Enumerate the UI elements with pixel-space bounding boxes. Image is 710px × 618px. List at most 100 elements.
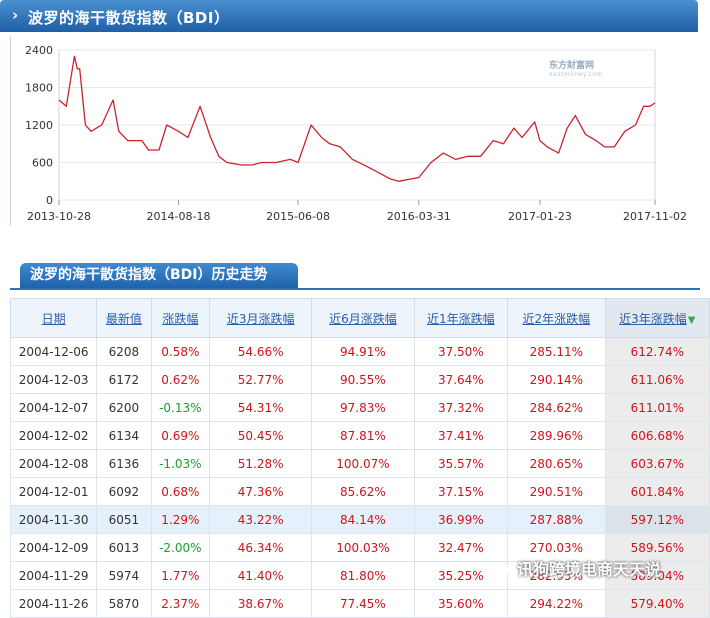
table-cell-value: 5870 (96, 589, 152, 618)
table-cell-m6: 90.55% (311, 365, 415, 394)
table-cell-y3: 611.01% (604, 393, 710, 422)
table-cell-m3: 50.45% (209, 421, 313, 450)
col-header-3m[interactable]: 近3月涨跌幅 (209, 298, 313, 338)
col-header-change[interactable]: 涨跌幅 (150, 298, 211, 338)
watermark-brand: 东方财富网 (549, 61, 595, 71)
table-cell-y2: 289.96% (507, 421, 606, 450)
table-cell-y2: 280.65% (507, 449, 606, 478)
table-cell-m3: 54.31% (209, 393, 313, 422)
table-cell-value: 6134 (96, 421, 152, 450)
table-row: 2004-12-01 6092 0.68% 47.36% 85.62% 37.15% 290… (9, 477, 710, 506)
table-cell-y1: 32.47% (413, 533, 509, 562)
history-section-bar: 波罗的海干散货指数（BDI）历史走势 (10, 262, 700, 290)
table-cell-y3: 597.12% (604, 505, 710, 534)
table-cell-y2: 290.51% (507, 477, 606, 506)
table-cell-m6: 77.45% (311, 589, 415, 618)
table-row: 2004-12-06 6208 0.58% 54.66% 94.91% 37.50% 285… (9, 337, 710, 366)
table-cell-y1: 35.60% (413, 589, 509, 618)
chart-title: 波罗的海干散货指数（BDI） (28, 9, 230, 27)
table-cell-chg: -2.00% (150, 533, 211, 562)
bdi-chart-panel: 0 600 1200 1800 2400 2013-10-28 2014-08-18 2015… (10, 36, 699, 226)
x-tick-label: 2017-01-23 (508, 210, 572, 223)
wechat-watermark-text: 讯狗跨境电商天天说 (517, 560, 662, 579)
table-cell-y3: 601.84% (604, 477, 710, 506)
col-header-3y[interactable]: 近3年涨跌幅▼ (604, 298, 710, 338)
table-cell-m3: 47.36% (209, 477, 313, 506)
y-tick-label: 2400 (25, 44, 53, 57)
sort-arrow-down-icon[interactable]: ▼ (687, 314, 696, 326)
table-cell-y1: 37.50% (413, 337, 509, 366)
table-cell-m3: 54.66% (209, 337, 313, 366)
table-cell-value: 6136 (96, 449, 152, 478)
bdi-line-chart: 0 600 1200 1800 2400 2013-10-28 2014-08-18 2015… (25, 44, 687, 223)
table-cell-y1: 35.57% (413, 449, 509, 478)
x-tick-label: 2013-10-28 (27, 210, 91, 223)
wechat-icon (493, 563, 513, 578)
x-tick-label: 2014-08-18 (147, 210, 211, 223)
table-cell-y3: 579.40% (604, 589, 710, 618)
table-cell-y1: 37.15% (413, 477, 509, 506)
history-table: 日期 最新值 涨跌幅 近3月涨跌幅 近6月涨跌幅 近1年涨跌幅 近2年涨跌幅 近… (9, 298, 710, 618)
x-tick-label: 2015-06-08 (266, 210, 330, 223)
watermark-domain: eastmoney.com (549, 71, 603, 78)
table-cell-date: 2004-12-02 (9, 421, 98, 450)
table-cell-date: 2004-11-29 (9, 561, 98, 590)
table-cell-chg: 1.77% (150, 561, 211, 590)
table-row: 2004-11-30 6051 1.29% 43.22% 84.14% 36.99% 287… (9, 505, 710, 534)
table-cell-chg: -1.03% (150, 449, 211, 478)
table-cell-m6: 100.07% (311, 449, 415, 478)
y-tick-label: 0 (46, 194, 53, 207)
col-header-6m[interactable]: 近6月涨跌幅 (311, 298, 415, 338)
table-cell-y1: 36.99% (413, 505, 509, 534)
y-tick-label: 1800 (25, 82, 53, 95)
table-cell-y3: 589.56% (604, 533, 710, 562)
table-cell-m6: 97.83% (311, 393, 415, 422)
table-cell-chg: -0.13% (150, 393, 211, 422)
col-header-3y-label: 近3年涨跌幅 (619, 311, 687, 326)
col-header-value[interactable]: 最新值 (96, 298, 152, 338)
table-cell-y2: 285.11% (507, 337, 606, 366)
table-cell-date: 2004-11-30 (9, 505, 98, 534)
col-header-2y[interactable]: 近2年涨跌幅 (507, 298, 606, 338)
table-cell-chg: 2.37% (150, 589, 211, 618)
table-body: 2004-12-06 6208 0.58% 54.66% 94.91% 37.50% 285… (9, 337, 710, 618)
table-cell-chg: 0.58% (150, 337, 211, 366)
table-cell-date: 2004-12-01 (9, 477, 98, 506)
table-cell-m6: 87.81% (311, 421, 415, 450)
table-cell-y2: 282.95% (507, 561, 606, 590)
table-cell-value: 6051 (96, 505, 152, 534)
table-cell-m6: 85.62% (311, 477, 415, 506)
table-cell-m6: 84.14% (311, 505, 415, 534)
table-cell-y2: 284.62% (507, 393, 606, 422)
chart-header: › 波罗的海干散货指数（BDI） (0, 0, 698, 32)
table-cell-m3: 51.28% (209, 449, 313, 478)
y-tick-label: 600 (32, 157, 53, 170)
table-cell-m6: 94.91% (311, 337, 415, 366)
table-cell-m3: 52.77% (209, 365, 313, 394)
col-header-1y[interactable]: 近1年涨跌幅 (413, 298, 509, 338)
table-cell-date: 2004-12-06 (9, 337, 98, 366)
table-header-row: 日期 最新值 涨跌幅 近3月涨跌幅 近6月涨跌幅 近1年涨跌幅 近2年涨跌幅 近… (9, 298, 710, 338)
table-cell-value: 6208 (96, 337, 152, 366)
table-cell-chg: 0.62% (150, 365, 211, 394)
table-cell-value: 5974 (96, 561, 152, 590)
table-cell-y3: 612.74% (604, 337, 710, 366)
table-cell-value: 6013 (96, 533, 152, 562)
col-header-date[interactable]: 日期 (9, 298, 98, 338)
table-cell-m6: 100.03% (311, 533, 415, 562)
history-section-tab[interactable]: 波罗的海干散货指数（BDI）历史走势 (20, 263, 298, 288)
x-tick-label: 2017-11-02 (623, 210, 687, 223)
table-cell-y3: 603.67% (604, 449, 710, 478)
y-tick-label: 1200 (25, 119, 53, 132)
table-cell-y2: 270.03% (507, 533, 606, 562)
table-cell-y3: 589.04% (604, 561, 710, 590)
table-row: 2004-12-08 6136 -1.03% 51.28% 100.07% 35.57% 2… (9, 449, 710, 478)
wechat-watermark: 讯狗跨境电商天天说 (493, 556, 661, 584)
bdi-series-line (58, 55, 656, 182)
x-tick-label: 2016-03-31 (387, 210, 451, 223)
table-cell-m3: 41.40% (209, 561, 313, 590)
table-cell-date: 2004-12-08 (9, 449, 98, 478)
table-cell-y2: 290.14% (507, 365, 606, 394)
table-cell-chg: 1.29% (150, 505, 211, 534)
table-row: 2004-11-26 5870 2.37% 38.67% 77.45% 35.60% 294… (9, 589, 710, 618)
